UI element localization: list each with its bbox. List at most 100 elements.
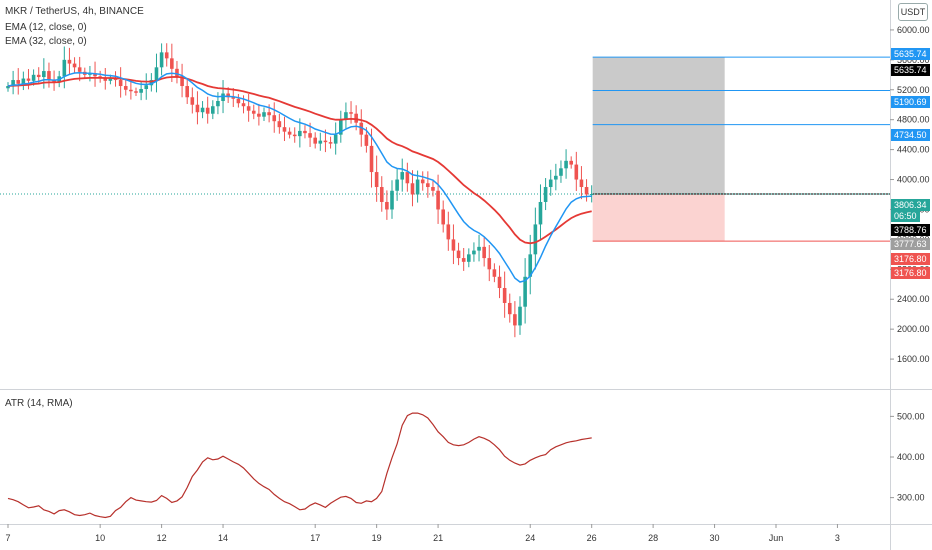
candle-body [231,97,236,99]
candle-body [77,67,82,72]
x-tick-label: 7 [5,533,10,543]
x-tick-label: 3 [835,533,840,543]
candle-body [528,254,533,277]
candle-body [164,52,169,59]
candle-body [461,258,466,262]
candle-body [328,142,333,144]
candle-body [559,168,563,176]
candle-body [257,113,261,117]
candle-body [221,93,225,101]
candle-body [292,134,297,137]
candle-body [554,175,558,180]
price-label: 5635.74 [891,64,930,76]
ema-slow-legend: EMA (32, close, 0) [5,36,87,47]
x-tick-label: 10 [95,533,105,543]
candle-body [129,89,133,92]
candle-body [518,306,522,326]
candle-body [374,172,379,188]
candle-body [154,67,159,81]
candle-body [333,134,338,144]
price-label: 3176.80 [891,253,930,265]
candle-body [533,224,538,255]
candle-body [385,201,389,210]
candle-body [420,179,425,184]
candle-body [236,98,241,104]
price-label: 3788.76 [891,224,930,236]
stop-zone [592,194,725,242]
candle-body [72,63,77,68]
candle-body [251,110,256,114]
x-tick-label: Jun [769,533,784,543]
candle-body [16,80,21,84]
candle-body [548,179,553,188]
candle-body [118,80,123,87]
candle-body [523,276,527,307]
candle-body [185,86,189,98]
currency-badge[interactable]: USDT [898,3,928,21]
candle-body [569,160,573,165]
candle-body [11,80,15,87]
candle-body [318,140,323,144]
ema-slow-line [7,75,592,245]
candle-body [487,258,492,270]
candle-body [200,107,205,113]
candle-body [436,190,440,210]
candle-body [446,224,451,240]
x-tick-label: 17 [310,533,320,543]
candle-body [287,131,292,135]
x-tick-label: 30 [710,533,720,543]
candle-body [467,254,471,262]
y-tick-label: 4400.00 [897,145,930,155]
candle-body [323,140,328,143]
candle-body [246,106,251,111]
candle-body [513,314,517,326]
price-label: 3806.34 [891,199,930,211]
x-tick-label: 19 [372,533,382,543]
ema-fast-line [7,72,592,283]
candle-body [211,106,215,114]
price-label: 3176.80 [891,267,930,279]
candle-body [344,112,348,120]
candle-body [456,250,461,259]
candle-body [6,86,10,89]
candle-body [441,209,445,225]
candle-body [405,172,410,184]
candle-body [159,52,164,68]
target-zone [592,57,725,195]
candle-body [395,179,399,191]
candle-body [144,85,149,90]
candle-body [349,112,353,114]
candle-body [451,239,456,251]
candle-body [139,89,143,93]
candle-body [42,71,46,78]
candle-body [574,164,579,180]
price-label: 5190.69 [891,96,930,108]
y-tick-label: 5200.00 [897,85,930,95]
candle-body [134,91,138,93]
candle-body [589,194,594,196]
x-tick-label: 21 [433,533,443,543]
atr-legend: ATR (14, RMA) [5,398,73,409]
candle-body [308,133,312,138]
candle-body [267,112,271,116]
atr-line [7,412,592,519]
candle-body [369,145,374,173]
candle-body [298,130,302,137]
candle-body [477,246,481,251]
candle-body [216,100,220,107]
candle-body [103,77,108,81]
y-tick-label: 2000.00 [897,324,930,334]
candle-body [31,74,36,81]
candle-body [426,183,430,188]
candle-body [113,78,118,81]
y-tick-label: 6000.00 [897,25,930,35]
candle-body [507,302,512,315]
candle-body [379,187,384,202]
candle-body [400,172,405,180]
atr-tick-label: 300.00 [897,493,925,503]
candle-body [303,130,307,134]
candle-body [26,78,31,81]
candle-body [359,122,364,135]
price-label: 3777.63 [891,238,930,250]
